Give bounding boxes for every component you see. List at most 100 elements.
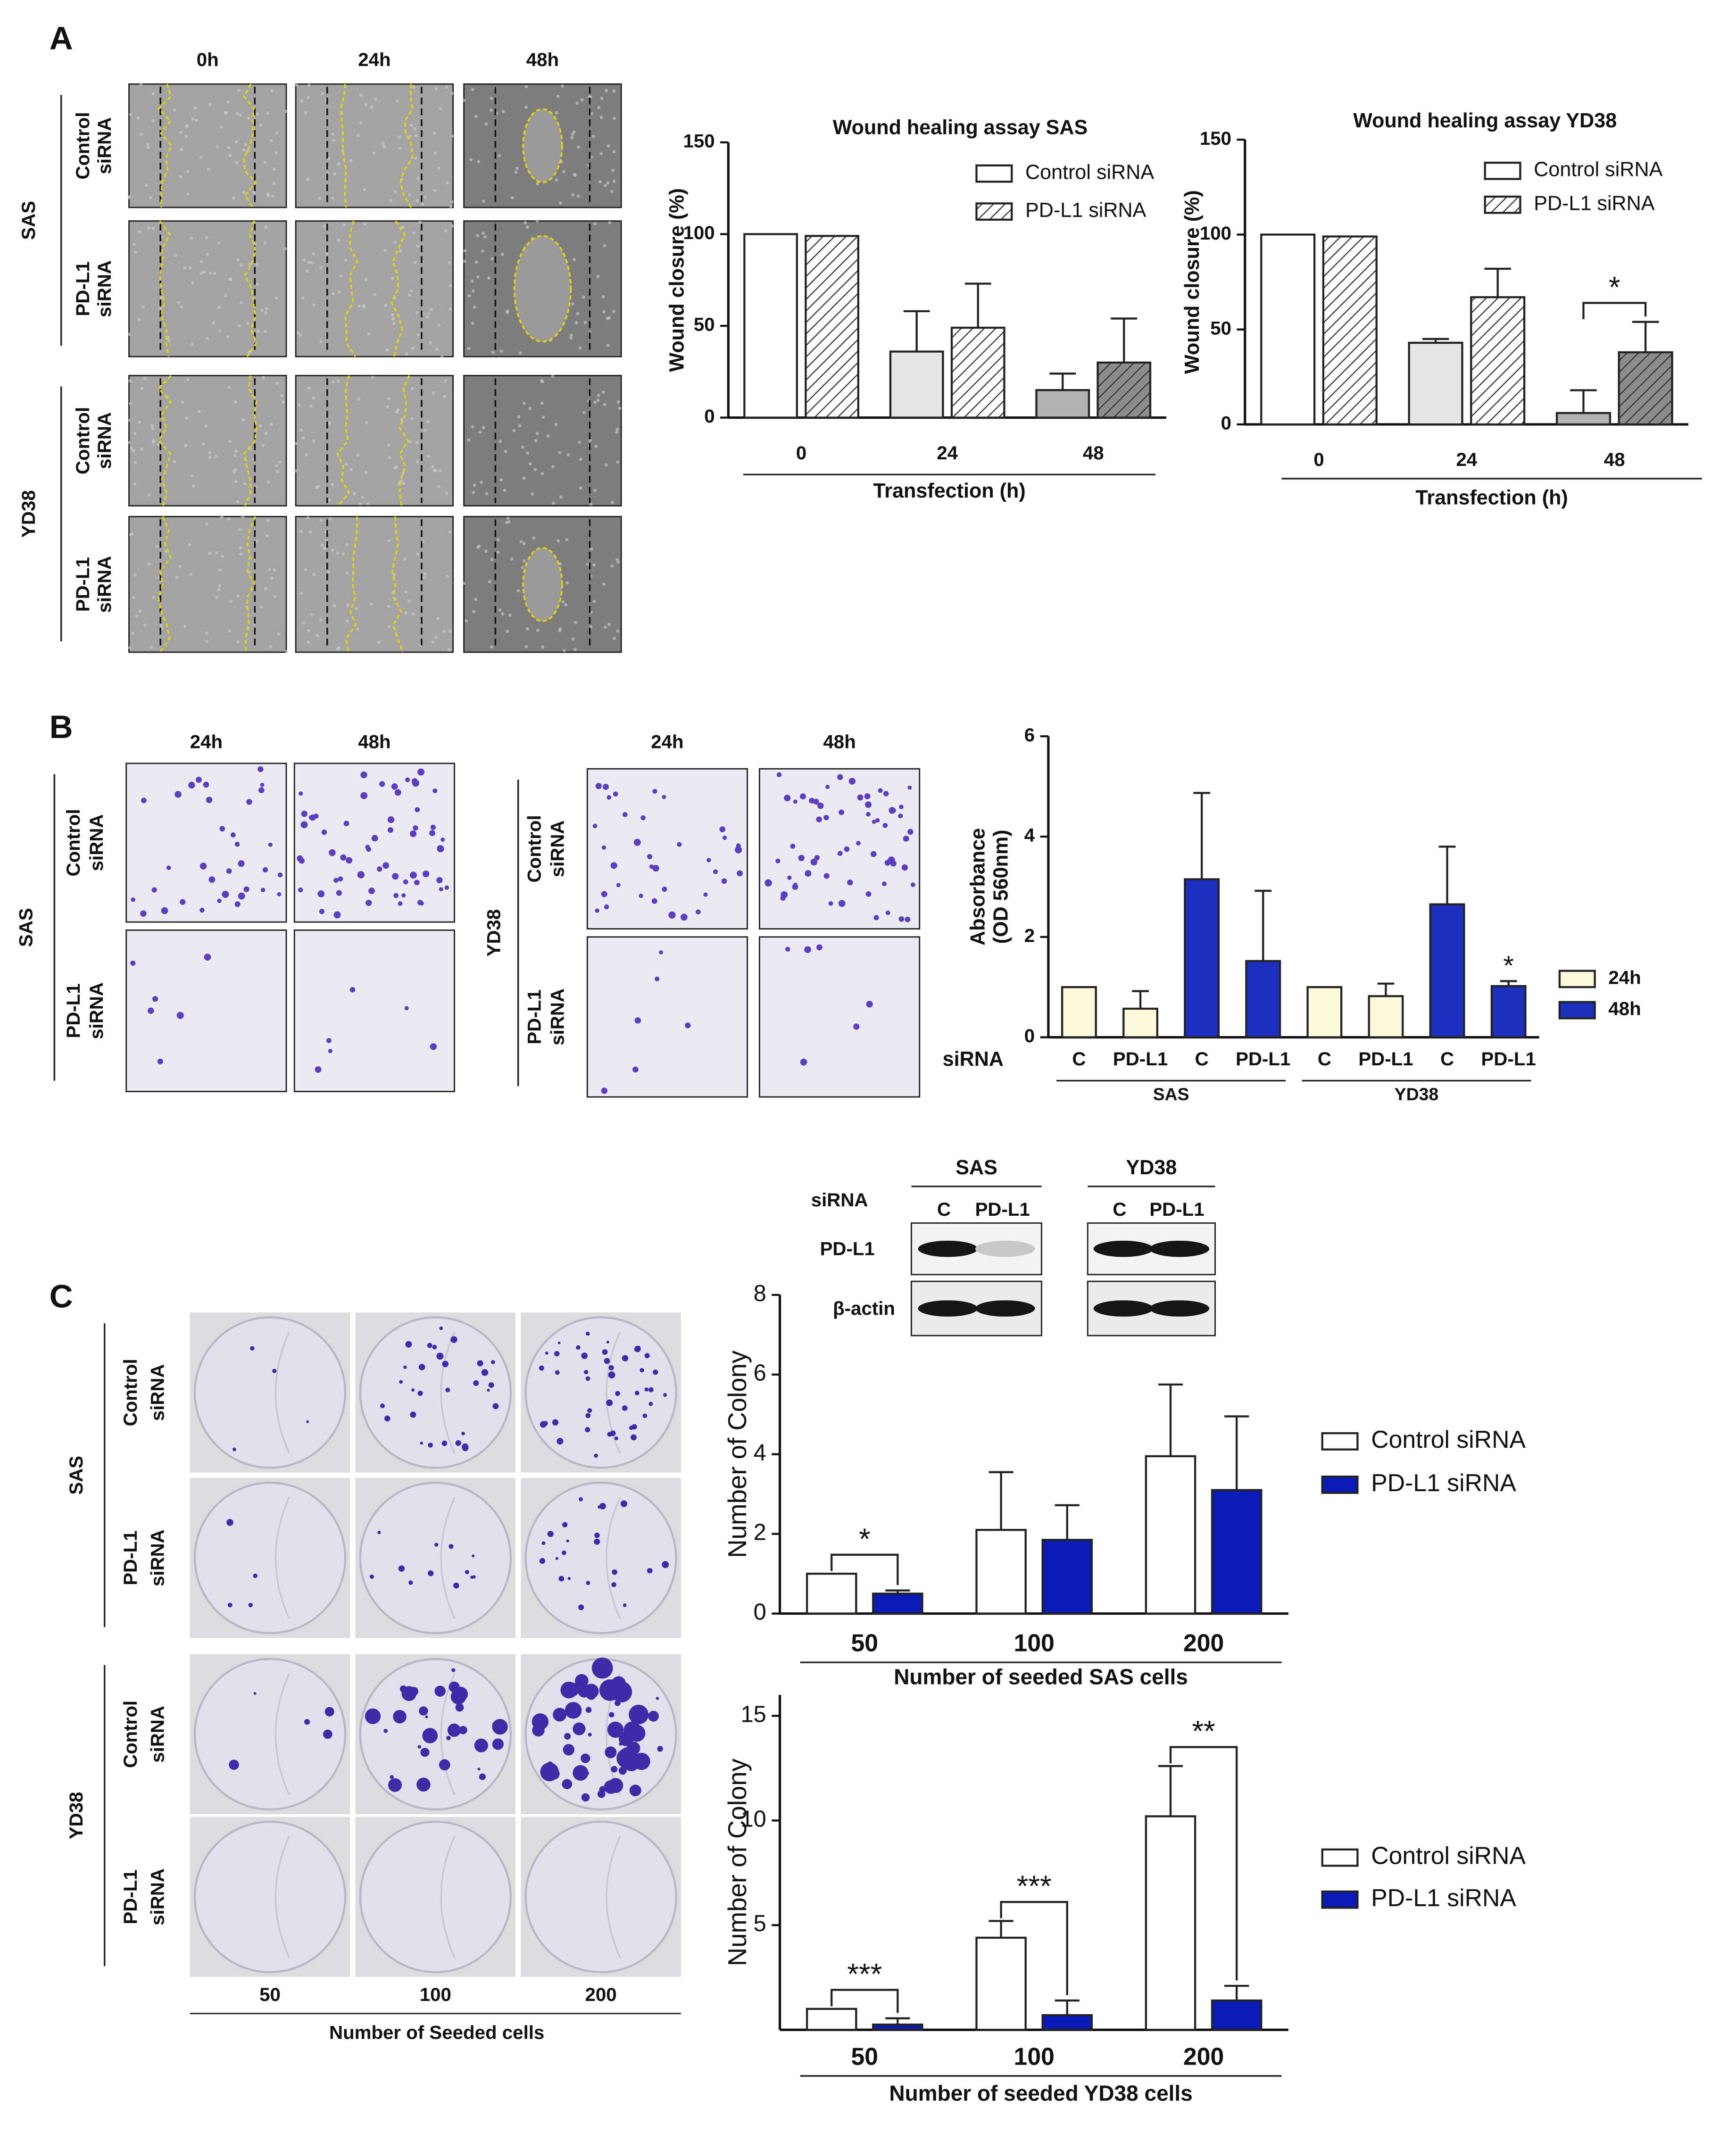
cell	[253, 242, 257, 246]
colony	[611, 1582, 616, 1587]
photo	[127, 220, 287, 357]
lane-label: C	[1113, 1199, 1126, 1220]
colony	[248, 1602, 253, 1608]
cell	[600, 97, 604, 100]
cell	[467, 347, 471, 350]
cell	[541, 645, 545, 649]
cell	[335, 551, 339, 555]
cell	[435, 347, 439, 351]
y-axis-label: Number of Colony	[723, 1758, 752, 1966]
cell	[399, 249, 402, 253]
cell	[336, 890, 342, 896]
cell	[217, 241, 221, 245]
colony	[555, 1557, 558, 1560]
cell	[228, 629, 231, 633]
cell	[208, 551, 212, 555]
cell	[178, 564, 182, 568]
plate-rim	[440, 1673, 456, 1796]
colony	[647, 1568, 653, 1574]
cell	[238, 860, 245, 867]
cell	[418, 220, 422, 224]
cell	[588, 439, 592, 442]
colony	[586, 1581, 590, 1585]
legend-swatch	[1321, 1848, 1359, 1867]
cell	[388, 456, 391, 459]
colony	[562, 1522, 568, 1527]
cell	[204, 954, 211, 961]
plate	[359, 1820, 512, 1974]
cell	[270, 139, 274, 142]
cell	[784, 795, 791, 802]
error-bar	[1422, 338, 1449, 343]
bar	[1041, 1539, 1093, 1615]
group-label: YD38	[66, 1792, 87, 1840]
cell	[437, 324, 441, 327]
cell	[436, 877, 443, 883]
cell	[316, 485, 320, 489]
cell	[270, 89, 274, 93]
colony	[491, 1360, 495, 1364]
cell	[392, 322, 396, 325]
cell	[473, 483, 476, 487]
cell	[333, 878, 339, 883]
cell	[238, 546, 242, 550]
cell	[793, 882, 797, 887]
cell	[272, 167, 276, 171]
row-label: siRNA	[94, 117, 115, 174]
cell	[429, 830, 435, 836]
cell	[521, 445, 524, 449]
colony	[648, 1710, 659, 1722]
cell	[490, 645, 493, 649]
cell	[450, 200, 454, 204]
cell	[564, 603, 567, 607]
cell	[320, 543, 324, 547]
cell	[205, 640, 209, 644]
cell	[775, 858, 781, 863]
cell	[275, 131, 279, 135]
cell	[216, 145, 219, 149]
cell	[662, 795, 666, 799]
cell	[449, 284, 452, 288]
colony	[540, 1421, 547, 1428]
cell	[613, 116, 616, 120]
y-tick-label: 150	[1200, 128, 1231, 149]
colony	[605, 1746, 617, 1759]
y-axis-label: Wound closure (%)	[665, 188, 688, 372]
colony	[304, 1719, 310, 1725]
cell	[471, 88, 474, 91]
cell	[594, 445, 598, 448]
photo	[586, 936, 748, 1098]
cell	[618, 407, 622, 410]
cell	[346, 857, 353, 864]
bar	[1211, 1999, 1263, 2031]
cell	[141, 797, 147, 804]
photo-frame	[293, 763, 455, 923]
cell	[681, 913, 688, 921]
cell	[398, 147, 402, 150]
cell	[473, 305, 476, 309]
cell	[183, 625, 187, 629]
cell	[522, 542, 526, 546]
colony	[653, 1369, 658, 1375]
cell	[477, 160, 481, 164]
colony	[555, 1370, 560, 1375]
cell	[147, 146, 150, 149]
cell	[326, 1038, 332, 1043]
cell	[191, 342, 194, 346]
colony	[417, 1745, 422, 1749]
cell	[318, 196, 322, 200]
cell	[408, 440, 412, 444]
blot-band	[975, 1300, 1035, 1317]
cell	[498, 440, 502, 443]
error-bar	[1111, 317, 1138, 363]
error-bar	[1254, 889, 1272, 961]
colony	[662, 1561, 669, 1568]
cell	[337, 162, 341, 166]
cell	[181, 400, 184, 404]
y-axis-label: Number of Colony	[723, 1350, 752, 1558]
colony	[227, 1602, 233, 1608]
cell	[215, 595, 218, 599]
bar	[1035, 389, 1090, 419]
cell	[259, 123, 263, 127]
significance-label: ***	[1017, 1870, 1052, 1903]
